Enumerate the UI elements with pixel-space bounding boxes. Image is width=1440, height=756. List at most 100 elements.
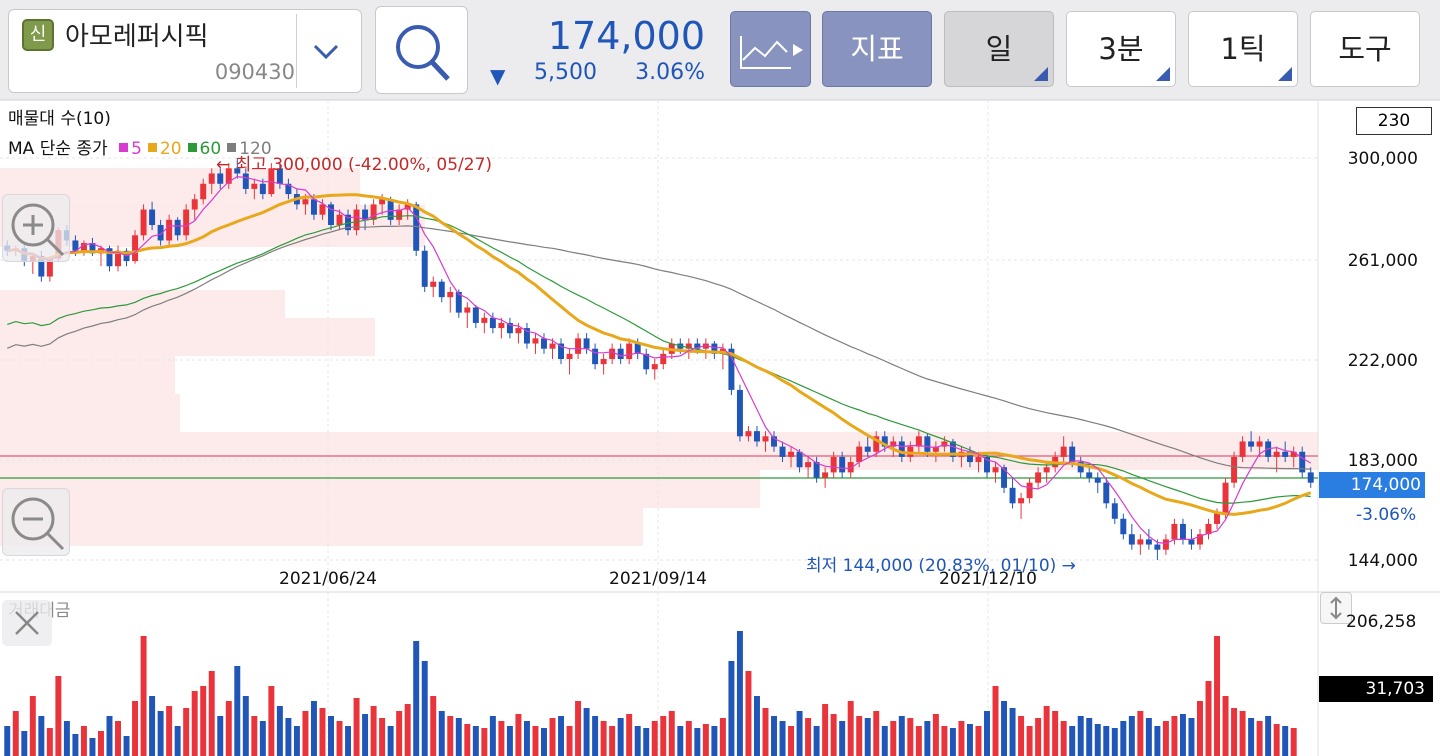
volume-bar [1035,718,1042,756]
stock-name: 아모레퍼시픽 [65,22,209,52]
candle-body [822,472,829,478]
volume-bar [771,716,777,756]
ma120-line [7,225,1311,470]
search-icon [396,25,450,81]
dropdown-corner-icon [1034,67,1048,81]
candle-body [336,214,343,225]
candle-body [387,199,394,220]
volume-bar [600,721,607,756]
volume-bar [310,701,317,756]
candle-body [498,322,505,329]
volume-bar [506,726,513,756]
volume-bar [157,711,164,756]
volume-close-button[interactable] [2,600,52,646]
candle-body [1086,472,1093,478]
candle-body [1214,513,1221,524]
chart-type-button[interactable] [730,11,811,87]
volume-bar [276,706,283,756]
candle-body [1307,472,1314,483]
stock-dropdown-button[interactable] [296,14,355,88]
candle-body [898,441,905,457]
candle-body [541,338,547,349]
volume-bar [80,726,87,756]
candle-body [362,209,369,220]
tools-button[interactable]: 도구 [1310,11,1420,87]
volume-current-tag: 31,703 [1319,676,1433,702]
candle-body [1094,477,1101,483]
candle-body [711,343,718,354]
current-pct-tag: -3.06% [1356,505,1417,525]
volume-bar [302,711,309,756]
volume-bar [1120,721,1127,756]
volume-bar [753,696,760,756]
volume-bar [1179,714,1186,756]
volume-bar [140,636,147,756]
candle-body [651,364,658,370]
stock-selector[interactable]: 신 아모레퍼시픽 090430 [8,9,362,93]
candle-body [38,255,45,277]
candle-body [310,199,317,215]
candle-body [813,462,820,478]
candle-body [1120,518,1127,535]
volume-bar [55,676,62,756]
candle-body [438,281,445,298]
volume-bar [481,728,488,756]
volume-bar [549,718,556,756]
ma-legend: MA 단순 종가 5 20 60 120 [8,134,272,159]
x-tick-label: 2021/06/24 [279,569,377,589]
candle-body [1205,523,1212,535]
candle-body [1035,472,1042,483]
volume-bar [651,721,658,756]
volume-bar [796,711,803,756]
ma-legend-swatch [119,143,129,152]
volume-bar [839,721,846,756]
period-1tick-button[interactable]: 1틱 [1188,11,1298,87]
y-tick-label: 261,000 [1348,251,1418,271]
volume-resize-button[interactable] [1320,592,1352,624]
candle-body [1077,462,1084,473]
candle-body [992,467,999,473]
candle-body [183,209,190,236]
candle-body [276,168,283,184]
candle-body [532,338,539,344]
volume-bar [847,701,854,756]
volume-bar [1248,718,1255,756]
candle-body [72,240,79,251]
period-1tick-label: 1틱 [1220,32,1266,66]
candle-body [379,199,386,205]
volume-bar [1231,708,1238,756]
period-3min-button[interactable]: 3분 [1066,11,1176,87]
candle-body [523,328,530,344]
candle-body [1026,482,1033,499]
candle-body [413,204,420,251]
candle-body [225,168,232,184]
volume-bar [558,716,565,756]
volume-bar [1290,728,1297,756]
candle-body [166,219,173,241]
volume-bar [430,696,437,756]
volume-bar [1205,681,1212,756]
volume-bar [242,696,249,756]
candle-body [634,343,641,354]
search-button[interactable] [375,6,468,94]
candle-body [1248,441,1255,447]
candle-body [1103,482,1110,504]
volume-bar [115,721,121,756]
zoom-in-button[interactable] [2,194,70,262]
candle-body [1171,523,1178,540]
volume-bar [293,726,300,756]
period-day-button[interactable]: 일 [944,11,1054,87]
volume-bar [660,716,667,756]
zoom-in-icon [11,203,65,257]
volume-bar [97,731,104,756]
volume-bar [1265,716,1272,756]
volume-bar [336,721,343,756]
indicator-button[interactable]: 지표 [822,11,932,87]
volume-bar [362,714,369,756]
candle-body [455,292,462,313]
volume-profile-bar [0,432,1318,470]
volume-bar [856,716,863,756]
volume-bar [21,731,28,756]
zoom-out-button[interactable] [2,488,70,556]
